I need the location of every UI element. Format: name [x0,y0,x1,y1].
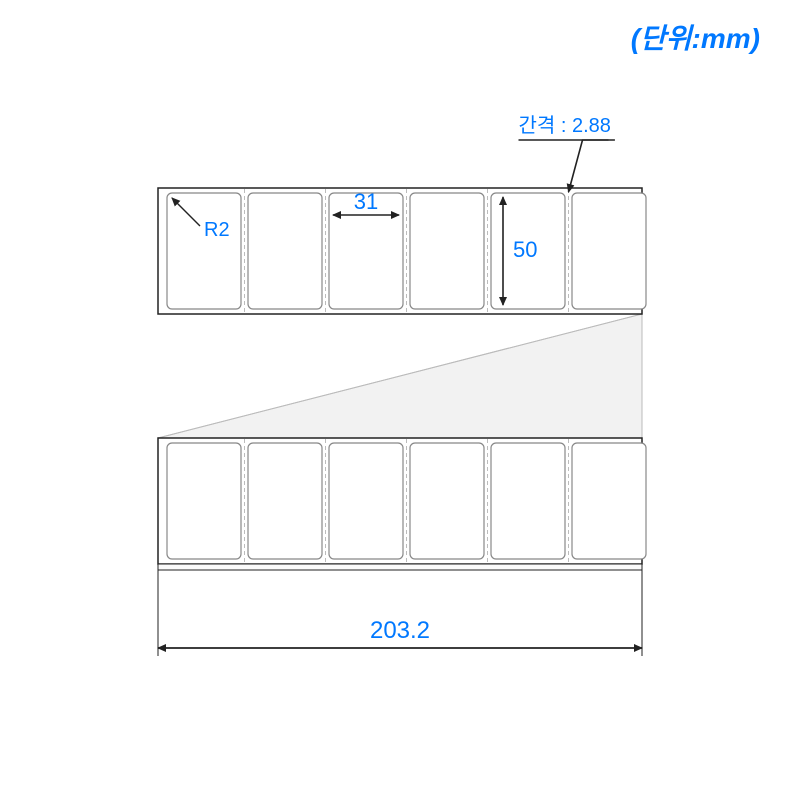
top-label-0 [167,193,241,309]
bottom-label-1 [248,443,322,559]
bottom-label-2 [329,443,403,559]
bottom-label-5 [572,443,646,559]
label-width-value: 31 [354,189,378,214]
top-label-1 [248,193,322,309]
gap-leader [569,140,609,192]
top-label-5 [572,193,646,309]
unit-label: (단위:mm) [631,23,760,54]
top-label-3 [410,193,484,309]
bottom-liner-edge [158,564,642,570]
total-width-value: 203.2 [370,617,430,644]
bottom-label-0 [167,443,241,559]
label-spec-diagram: (단위:mm) R2 31 50 간격 : 2.88 203.2 [0,0,800,800]
label-height-value: 50 [513,237,537,262]
bottom-label-4 [491,443,565,559]
gap-label: 간격 : 2.88 [519,114,611,137]
radius-value: R2 [204,219,230,241]
bottom-label-3 [410,443,484,559]
